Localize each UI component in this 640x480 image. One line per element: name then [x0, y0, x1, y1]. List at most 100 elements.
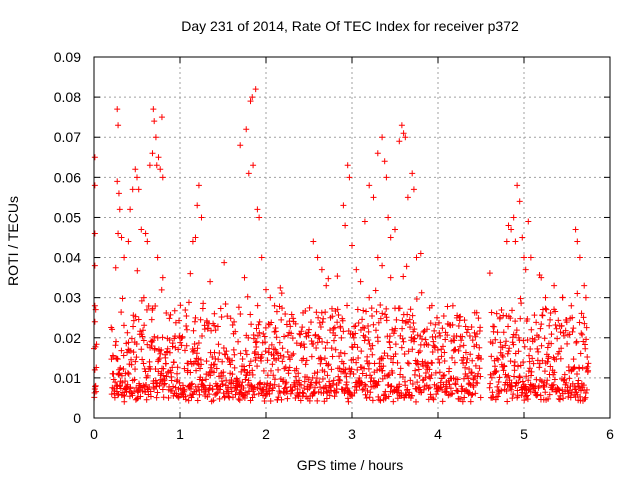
- data-point: [533, 319, 540, 326]
- data-point: [420, 386, 427, 393]
- data-point: [393, 316, 400, 323]
- data-point: [461, 317, 468, 324]
- data-point: [436, 369, 443, 376]
- data-point: [509, 307, 516, 314]
- data-point: [271, 381, 278, 388]
- data-point: [253, 344, 260, 351]
- data-point: [297, 331, 304, 338]
- data-point: [248, 321, 255, 328]
- data-point: [467, 381, 474, 388]
- data-point: [153, 162, 160, 169]
- data-point: [361, 218, 368, 225]
- data-point: [256, 318, 263, 325]
- data-point: [118, 372, 125, 379]
- data-point: [335, 311, 342, 318]
- data-point: [191, 340, 198, 347]
- data-point: [552, 321, 559, 328]
- data-point: [425, 342, 432, 349]
- data-point: [280, 353, 287, 360]
- data-point: [151, 333, 158, 340]
- data-point: [91, 154, 98, 161]
- data-point: [577, 387, 584, 394]
- data-point: [155, 154, 162, 161]
- data-point: [149, 337, 156, 344]
- data-point: [139, 327, 146, 334]
- data-point: [261, 397, 268, 404]
- data-point: [316, 335, 323, 342]
- data-point: [568, 302, 575, 309]
- data-point: [134, 395, 141, 402]
- data-point: [278, 290, 285, 297]
- data-point: [488, 374, 495, 381]
- data-point: [176, 317, 183, 324]
- data-point: [501, 363, 508, 370]
- data-point: [226, 358, 233, 365]
- data-point: [374, 254, 381, 261]
- data-point: [210, 369, 217, 376]
- data-point: [140, 360, 147, 367]
- data-point: [536, 360, 543, 367]
- data-point: [509, 395, 516, 402]
- data-point: [471, 329, 478, 336]
- data-point: [165, 394, 172, 401]
- data-point: [395, 387, 402, 394]
- data-point: [432, 369, 439, 376]
- data-point: [311, 370, 318, 377]
- data-point: [228, 388, 235, 395]
- data-point: [530, 360, 537, 367]
- data-point: [379, 367, 386, 374]
- data-point: [189, 380, 196, 387]
- data-point: [154, 334, 161, 341]
- data-point: [579, 364, 586, 371]
- data-point: [572, 386, 579, 393]
- data-point: [223, 348, 230, 355]
- data-point: [397, 371, 404, 378]
- data-point: [449, 302, 456, 309]
- data-point: [366, 394, 373, 401]
- data-point: [215, 341, 222, 348]
- data-point: [218, 314, 225, 321]
- data-point: [143, 396, 150, 403]
- data-point: [343, 379, 350, 386]
- data-point: [241, 394, 248, 401]
- data-point: [243, 372, 250, 379]
- data-point: [394, 359, 401, 366]
- data-point: [125, 339, 132, 346]
- data-point: [254, 363, 261, 370]
- data-point: [336, 365, 343, 372]
- data-point: [456, 343, 463, 350]
- x-axis-title: GPS time / hours: [297, 457, 404, 473]
- data-point: [449, 321, 456, 328]
- data-point: [120, 322, 127, 329]
- data-point: [416, 348, 423, 355]
- data-point: [244, 293, 251, 300]
- data-point: [472, 362, 479, 369]
- data-point: [448, 391, 455, 398]
- data-point: [522, 266, 529, 273]
- data-point: [241, 274, 248, 281]
- data-point: [425, 385, 432, 392]
- data-point: [224, 313, 231, 320]
- data-point: [324, 372, 331, 379]
- data-point: [286, 356, 293, 363]
- data-point: [279, 345, 286, 352]
- data-point: [364, 360, 371, 367]
- data-point: [413, 295, 420, 302]
- data-point: [316, 319, 323, 326]
- data-point: [418, 289, 425, 296]
- data-point: [382, 388, 389, 395]
- data-point: [176, 379, 183, 386]
- data-point: [92, 343, 99, 350]
- data-point: [298, 328, 305, 335]
- data-point: [379, 262, 386, 269]
- data-point: [338, 334, 345, 341]
- data-point: [275, 366, 282, 373]
- data-point: [239, 356, 246, 363]
- data-point: [237, 310, 244, 317]
- data-point: [313, 375, 320, 382]
- data-point: [252, 86, 259, 93]
- data-point: [340, 328, 347, 335]
- data-point: [339, 317, 346, 324]
- data-point: [315, 314, 322, 321]
- data-point: [190, 327, 197, 334]
